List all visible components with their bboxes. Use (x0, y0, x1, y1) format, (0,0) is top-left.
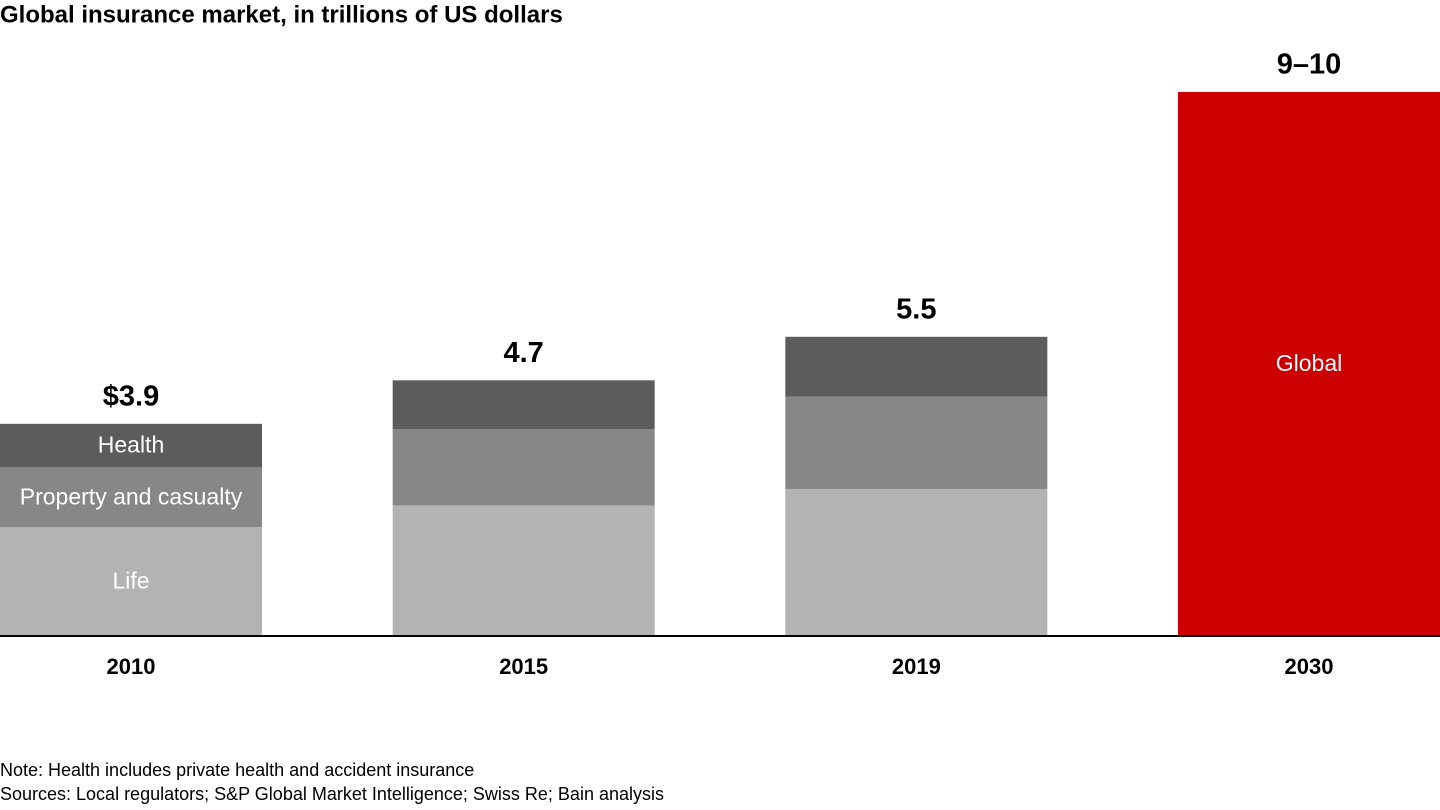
chart-title: Global insurance market, in trillions of… (0, 1, 563, 28)
bar-segment (785, 396, 1048, 490)
total-label: $3.9 (103, 380, 159, 412)
x-tick-label: 2030 (1285, 654, 1334, 679)
total-label: 5.5 (896, 293, 936, 325)
x-tick-label: 2015 (499, 654, 548, 679)
segment-label: Global (1276, 350, 1342, 376)
bar-segment (392, 505, 655, 636)
segment-label: Life (112, 568, 149, 594)
bar-segment (392, 429, 655, 506)
bar-segment (392, 380, 655, 430)
total-label: 4.7 (504, 337, 544, 369)
x-tick-label: 2019 (892, 654, 941, 679)
bar-segment (785, 336, 1048, 397)
segment-label: Property and casualty (20, 483, 243, 509)
x-tick-label: 2010 (107, 654, 156, 679)
bar-segment (785, 489, 1048, 636)
bar-segment (0, 527, 262, 636)
bar-segment (0, 467, 262, 528)
bar-segment (1178, 92, 1440, 636)
total-label: 9–10 (1277, 49, 1342, 81)
sources: Sources: Local regulators; S&P Global Ma… (0, 784, 664, 804)
segment-label: Health (98, 432, 164, 458)
bar-segment (0, 423, 262, 468)
note: Note: Health includes private health and… (0, 760, 474, 780)
